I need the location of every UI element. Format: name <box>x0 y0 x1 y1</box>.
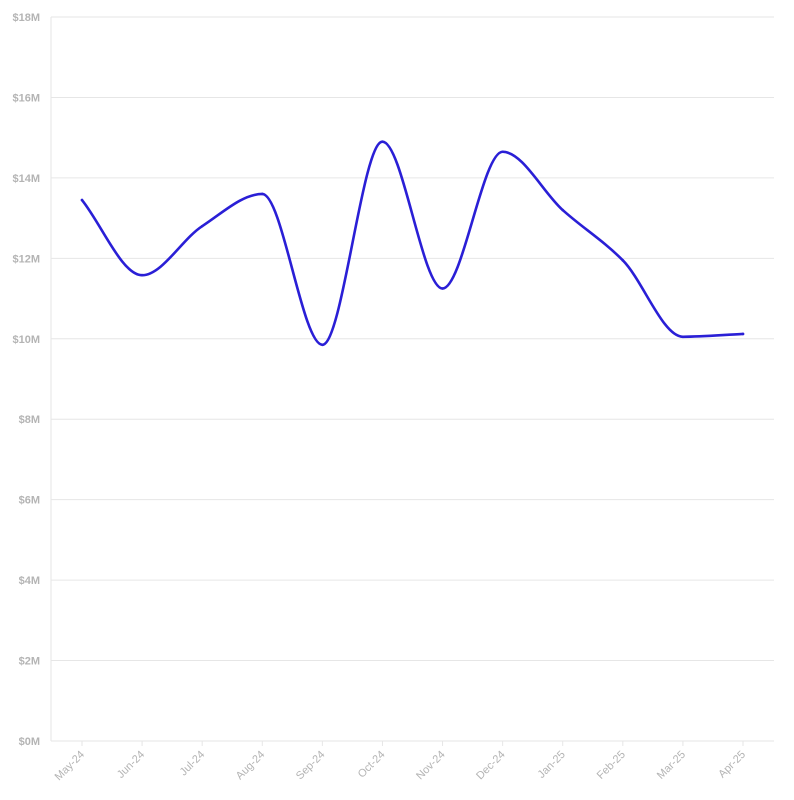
x-tick-label: Jul-24 <box>178 749 208 779</box>
y-tick-label: $16M <box>12 92 40 104</box>
y-tick-label: $0M <box>19 736 40 748</box>
data-point <box>621 259 625 262</box>
y-tick-label: $14M <box>12 173 40 185</box>
x-tick-label: Dec-24 <box>474 749 508 783</box>
series-line <box>80 140 745 347</box>
gridlines <box>51 16 774 742</box>
data-point <box>501 150 504 154</box>
data-point <box>321 343 324 347</box>
data-point <box>80 198 84 202</box>
series-group <box>80 140 745 347</box>
x-tick-label: Feb-25 <box>595 749 628 782</box>
y-axis-ticks: $0M $2M $4M $6M $8M $10M $12M $14M $16M $18M <box>12 12 40 748</box>
x-tick-label: Aug-24 <box>234 749 268 783</box>
x-tick-label: Jan-25 <box>536 749 568 781</box>
x-tick-label: Jun-24 <box>115 749 147 781</box>
data-point <box>140 273 144 277</box>
data-point <box>381 140 384 143</box>
y-tick-label: $4M <box>19 575 40 587</box>
x-tick-label: Sep-24 <box>294 749 328 783</box>
y-tick-label: $12M <box>12 253 40 265</box>
x-tick-label: Apr-25 <box>716 749 748 781</box>
data-point <box>741 332 745 336</box>
y-tick-label: $18M <box>12 12 40 24</box>
x-tick-label: Nov-24 <box>414 749 448 783</box>
x-tick-label: Oct-24 <box>356 749 388 781</box>
data-point <box>260 192 264 196</box>
x-axis-ticks: May-24 Jun-24 Jul-24 Aug-24 Sep-24 Oct-24 Nov-… <box>53 741 748 783</box>
y-tick-label: $10M <box>12 334 40 346</box>
data-point <box>561 208 565 212</box>
x-tick-label: May-24 <box>53 749 87 783</box>
data-point <box>441 287 444 290</box>
y-tick-label: $2M <box>19 656 40 668</box>
x-tick-label: Mar-25 <box>655 749 688 782</box>
data-point <box>681 335 685 339</box>
y-tick-label: $6M <box>19 495 40 507</box>
y-tick-label: $8M <box>19 414 40 426</box>
data-point <box>200 224 204 228</box>
